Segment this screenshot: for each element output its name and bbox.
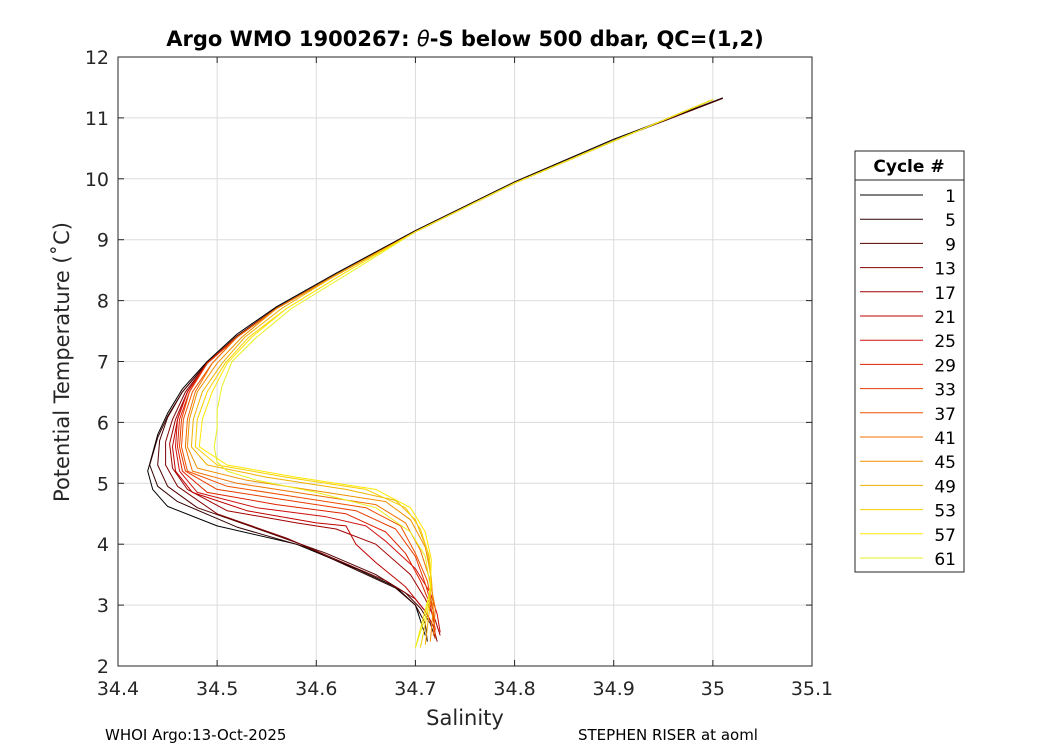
x-tick-label: 34.4 [97,678,139,700]
x-tick-label: 34.6 [295,678,337,700]
legend-items: 1 5 9 13 17 21 25 29 33 37 41 45 49 53 57 61 [860,187,956,570]
legend-label-cycle-49: 49 [934,477,956,497]
footer-right: STEPHEN RISER at aoml [578,726,758,744]
legend-label-cycle-25: 25 [934,332,956,352]
legend-label-cycle-57: 57 [934,526,956,546]
y-tick-label: 12 [85,47,109,69]
x-tick-label: 34.7 [394,678,436,700]
data-series [147,97,723,648]
y-axis-ticks: 2 3 4 5 6 7 8 9 10 11 12 [85,47,812,678]
x-tick-label: 34.5 [196,678,238,700]
y-tick-label: 3 [97,595,109,617]
legend-label-cycle-53: 53 [934,502,956,522]
x-tick-label: 34.8 [493,678,535,700]
legend-label-cycle-9: 9 [945,235,956,255]
legend-label-cycle-5: 5 [945,211,956,231]
footer-left: WHOI Argo:13-Oct-2025 [105,726,287,744]
y-tick-label: 6 [97,412,109,434]
y-tick-label: 11 [85,108,109,130]
y-tick-label: 10 [85,169,109,191]
y-tick-label: 7 [97,352,109,374]
series-line-cycle-1 [147,97,723,636]
legend-label-cycle-45: 45 [934,453,956,473]
legend: Cycle # 1 5 9 13 17 21 25 29 33 37 41 45 49 53 57 61 [854,150,965,573]
legend-label-cycle-1: 1 [945,187,956,207]
y-tick-label: 4 [97,534,109,556]
legend-label-cycle-21: 21 [934,308,956,328]
legend-label-cycle-33: 33 [934,381,956,401]
legend-label-cycle-17: 17 [934,284,956,304]
legend-label-cycle-29: 29 [934,356,956,376]
legend-label-cycle-13: 13 [934,260,956,280]
chart-title: Argo WMO 1900267: θ-S below 500 dbar, QC… [166,27,763,51]
x-tick-label: 35.1 [791,678,833,700]
legend-label-cycle-37: 37 [934,405,956,425]
legend-label-cycle-41: 41 [934,429,956,449]
x-axis-ticks: 34.4 34.5 34.6 34.7 34.8 34.9 35 35.1 [97,57,833,700]
legend-label-cycle-61: 61 [934,550,956,570]
grid [118,57,812,666]
legend-box [854,150,965,573]
x-tick-label: 34.9 [593,678,635,700]
y-tick-label: 9 [97,230,109,252]
y-tick-label: 8 [97,291,109,313]
y-tick-label: 5 [97,473,109,495]
y-tick-label: 2 [97,656,109,678]
legend-title: Cycle # [873,157,944,177]
x-axis-label: Salinity [426,706,504,730]
y-axis-label: Potential Temperature (˚C) [50,222,74,502]
x-tick-label: 35 [701,678,725,700]
series-line-cycle-61 [213,99,714,648]
